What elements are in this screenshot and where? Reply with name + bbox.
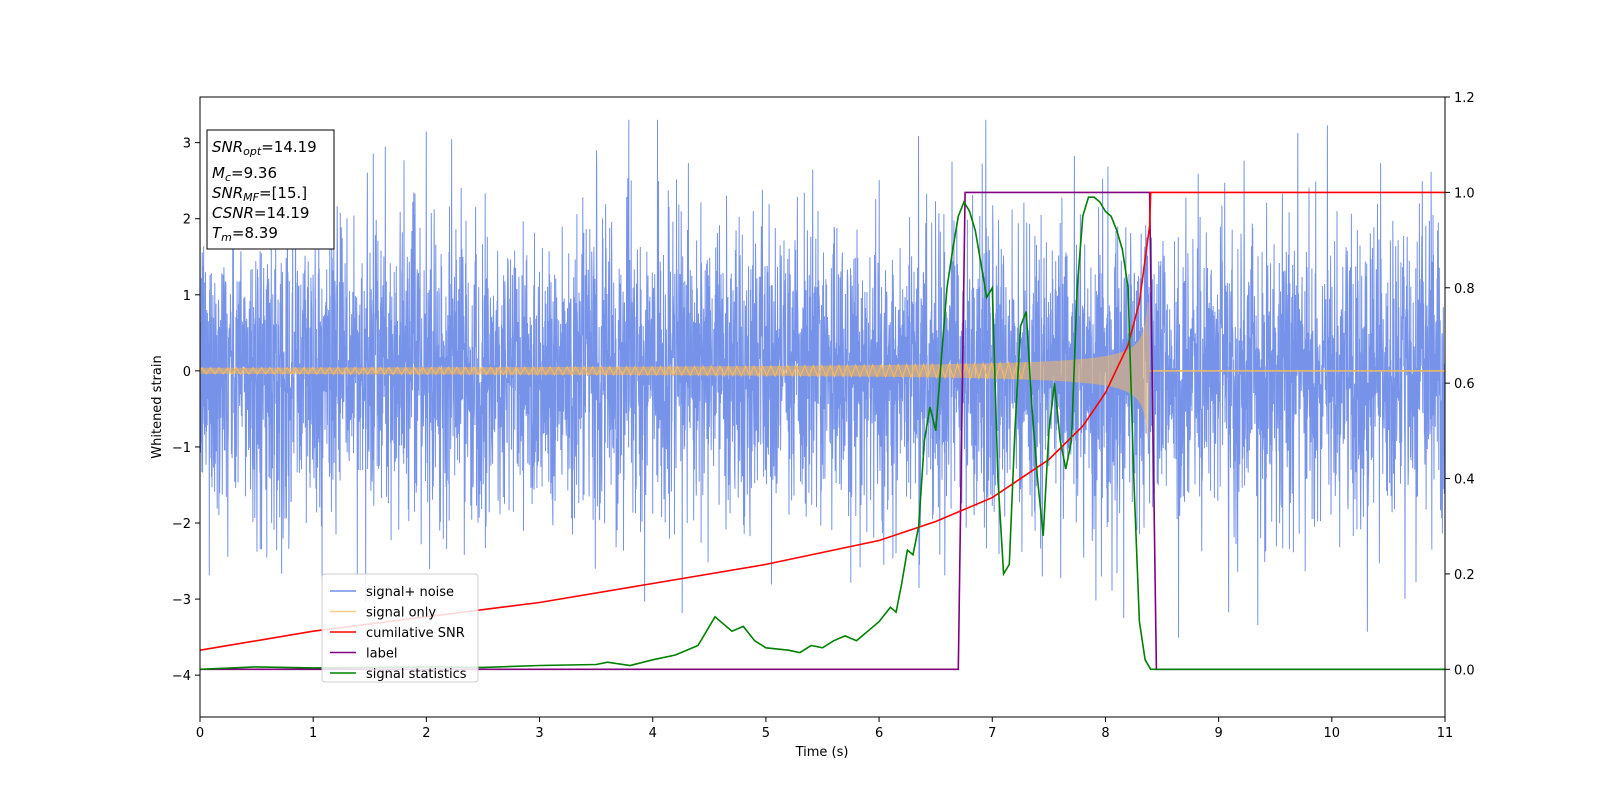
- info-snr-mf-symbol: SNR: [212, 184, 243, 202]
- x-tick-label: 8: [1101, 726, 1109, 741]
- legend-label: cumilative SNR: [366, 626, 465, 641]
- x-tick-label: 0: [196, 726, 204, 741]
- info-snr-mf-sub: MF: [243, 191, 259, 204]
- legend-label: signal+ noise: [366, 585, 454, 600]
- info-tm-sub: m: [221, 231, 232, 244]
- y-right-tick-label: 0.6: [1454, 377, 1475, 392]
- y-left-tick-label: 1: [183, 289, 191, 304]
- info-snr-opt: SNRopt=14.19: [212, 138, 317, 158]
- y-left-tick-label: −4: [172, 669, 191, 684]
- y-right-tick-label: 0.4: [1454, 473, 1475, 488]
- x-tick-label: 7: [988, 726, 996, 741]
- info-csnr-symbol: CSNR: [212, 204, 254, 222]
- plot-frame: [199, 96, 1446, 718]
- series-signal-plus-noise: [200, 119, 1445, 638]
- info-mc-value: =9.36: [231, 164, 277, 182]
- y-axis-left-ticks: 3 2 1 0 −1 −2 −3 −4: [172, 137, 200, 684]
- series-signal-only: [200, 302, 1445, 440]
- y-right-tick-label: 0.8: [1454, 282, 1475, 297]
- signal-statistics-line: [200, 196, 1445, 671]
- info-snr-mf-value: =[15.]: [259, 184, 307, 202]
- legend-label: signal statistics: [366, 667, 467, 682]
- info-snr-opt-sub: opt: [243, 145, 262, 158]
- info-mc: Mc=9.36: [212, 164, 277, 184]
- info-box-frame: [206, 129, 335, 250]
- x-axis-label: Time (s): [795, 745, 849, 760]
- legend-label: signal only: [366, 606, 436, 621]
- y-right-tick-label: 0.2: [1454, 568, 1475, 583]
- x-tick-label: 11: [1437, 726, 1454, 741]
- y-right-tick-label: 0.0: [1454, 663, 1475, 678]
- info-csnr: CSNR=14.19: [212, 204, 309, 222]
- signal-oscillation: [200, 360, 1027, 382]
- info-box: SNRopt=14.19 Mc=9.36 SNRMF=[15.] CSNR=14…: [206, 129, 335, 250]
- info-snr-mf: SNRMF=[15.]: [212, 184, 307, 204]
- info-tm-symbol: T: [212, 224, 223, 242]
- info-csnr-value: =14.19: [254, 204, 310, 222]
- y-left-tick-label: 2: [183, 213, 191, 228]
- info-mc-symbol: M: [212, 164, 225, 182]
- plot-area: [199, 96, 1446, 718]
- y-left-tick-label: −2: [172, 517, 191, 532]
- info-snr-opt-value: =14.19: [261, 138, 317, 156]
- y-axis-left-label: Whitened strain: [150, 355, 165, 458]
- legend: signal+ noise signal only cumilative SNR la…: [321, 573, 479, 683]
- x-tick-label: 1: [309, 726, 317, 741]
- info-snr-opt-symbol: SNR: [212, 138, 243, 156]
- x-tick-label: 9: [1214, 726, 1222, 741]
- info-mc-sub: c: [225, 171, 231, 184]
- y-left-tick-label: 0: [183, 365, 191, 380]
- noise-line: [200, 119, 1445, 638]
- x-tick-label: 5: [762, 726, 770, 741]
- y-axis-right-ticks: 1.2 1.0 0.8 0.6 0.4 0.2 0.0: [1445, 91, 1475, 678]
- x-tick-label: 2: [422, 726, 430, 741]
- legend-label: label: [366, 647, 397, 662]
- y-left-tick-label: 3: [183, 137, 191, 152]
- y-left-tick-label: −1: [172, 441, 191, 456]
- x-tick-label: 4: [649, 726, 657, 741]
- info-tm-value: =8.39: [232, 224, 278, 242]
- y-right-tick-label: 1.2: [1454, 91, 1475, 106]
- info-tm: Tm=8.39: [212, 224, 278, 244]
- y-right-tick-label: 1.0: [1454, 186, 1475, 201]
- cumulative-snr-line: [200, 191, 1445, 651]
- x-axis-ticks: 0 1 2 3 4 5 6 7 8 9 10 11: [196, 717, 1453, 741]
- legend-frame: [321, 573, 479, 683]
- right-axis-series: [200, 191, 1445, 671]
- x-tick-label: 10: [1324, 726, 1341, 741]
- x-tick-label: 6: [875, 726, 883, 741]
- x-tick-label: 3: [535, 726, 543, 741]
- y-left-tick-label: −3: [172, 593, 191, 608]
